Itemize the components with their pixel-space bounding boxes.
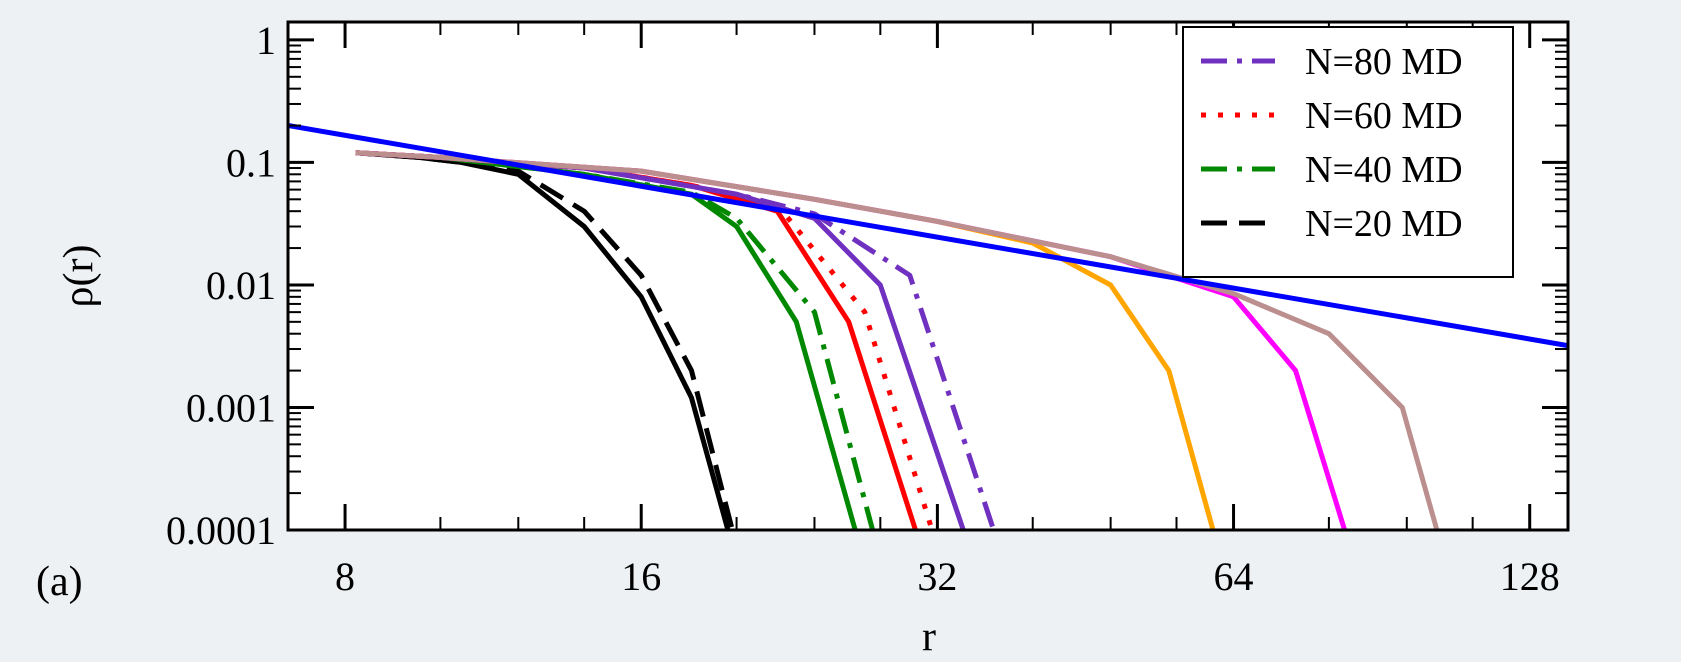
y-axis: 0.0001 0.001 0.01 0.1 1 [166,18,1568,553]
x-axis-label: r [922,614,936,660]
series-line-4 [355,150,876,530]
series-line-11 [355,150,1440,530]
plot-border [286,20,1570,532]
panel-label: (a) [36,559,83,605]
plot-frame [286,20,1570,532]
x-tick-label: 64 [1214,554,1254,599]
legend-label: N=80 MD [1305,41,1463,83]
series-line-6 [355,150,935,530]
series-line-2 [355,150,735,530]
x-tick-label: 16 [621,554,661,599]
series-line-8 [355,150,996,530]
x-axis: 8 16 32 64 128 [335,22,1560,599]
x-tick-label: 32 [917,554,957,599]
y-tick-label: 0.0001 [166,508,276,553]
legend: N=80 MD N=60 MD N=40 MD N=20 MD [1182,26,1514,278]
y-axis-label: ρ(r) [56,245,102,308]
legend-label: N=60 MD [1305,95,1463,137]
legend-label: N=20 MD [1305,203,1463,245]
legend-box [1182,26,1514,278]
y-tick-label: 0.1 [226,140,276,185]
legend-label: N=40 MD [1305,149,1463,191]
y-tick-label: 0.001 [186,385,276,430]
series-line-12 [288,123,1568,349]
x-tick-label: 128 [1500,554,1560,599]
series-layer [288,123,1568,530]
y-tick-label: 1 [256,18,276,63]
y-tick-label: 0.01 [206,263,276,308]
x-tick-label: 8 [335,554,355,599]
